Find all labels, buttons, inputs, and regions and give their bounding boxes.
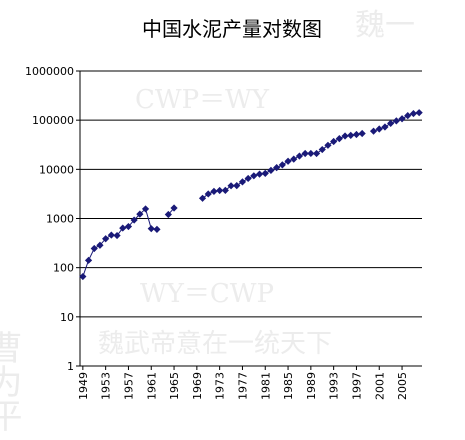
series-line — [82, 112, 420, 277]
data-point — [381, 123, 389, 131]
x-tick-label: 1965 — [168, 372, 181, 400]
y-tick-label: 10 — [60, 311, 74, 324]
x-tick-label: 1989 — [305, 372, 318, 400]
data-point — [330, 137, 338, 146]
x-tick-label: 1949 — [77, 372, 90, 400]
x-tick-label: 1957 — [122, 372, 135, 400]
data-point — [102, 235, 110, 243]
data-point — [273, 164, 281, 172]
y-tick-label: 1 — [67, 360, 74, 373]
data-point — [119, 224, 127, 232]
data-point — [79, 272, 87, 281]
x-tick-label: 2001 — [373, 372, 386, 400]
y-tick-label: 100000 — [32, 114, 74, 127]
watermark: 曹为平 — [0, 330, 22, 432]
data-point — [204, 190, 212, 198]
data-point — [141, 205, 150, 213]
x-tick-label: 1985 — [282, 372, 295, 400]
chart-title: 中国水泥产量对数图 — [142, 17, 322, 41]
data-point — [227, 182, 235, 190]
x-tick-label: 1981 — [259, 372, 272, 400]
data-point — [415, 109, 423, 117]
data-point — [404, 112, 412, 120]
data-point — [409, 109, 418, 118]
data-point — [216, 186, 224, 195]
data-point — [278, 161, 286, 169]
data-point — [130, 216, 138, 224]
x-tick-label: 1977 — [236, 372, 249, 400]
data-point — [233, 181, 241, 190]
data-point — [255, 170, 264, 178]
data-point — [221, 186, 229, 194]
data-point — [375, 125, 383, 133]
y-tick-label: 10000 — [39, 163, 74, 176]
data-point — [84, 256, 93, 264]
x-tick-label: 1961 — [145, 372, 158, 400]
data-point — [136, 210, 144, 218]
data-point — [113, 231, 121, 240]
y-tick-label: 1000 — [46, 213, 74, 226]
data-point — [347, 131, 355, 139]
y-tick-label: 1000000 — [25, 65, 74, 78]
data-point — [392, 117, 400, 125]
data-point — [290, 155, 298, 163]
data-point — [238, 178, 247, 186]
data-point — [398, 115, 406, 123]
watermark: WY＝CWP — [140, 279, 274, 309]
x-tick-label: 1969 — [191, 372, 204, 400]
data-point — [244, 174, 252, 183]
data-point — [369, 127, 378, 135]
data-point — [335, 135, 343, 143]
x-tick-label: 1973 — [214, 372, 227, 400]
data-point — [153, 225, 161, 234]
data-point — [341, 132, 349, 140]
data-point — [124, 222, 133, 231]
x-tick-label: 1953 — [100, 372, 113, 400]
x-tick-label: 1993 — [328, 372, 341, 400]
data-point — [261, 169, 269, 177]
data-point — [267, 166, 275, 174]
data-point — [307, 149, 315, 158]
watermark: 魏一 — [355, 8, 415, 43]
data-point — [318, 145, 326, 154]
data-point — [250, 172, 258, 180]
data-point — [147, 225, 155, 233]
y-tick-label: 100 — [53, 262, 74, 275]
data-point — [295, 152, 304, 160]
watermark: CWP＝WY — [135, 85, 270, 115]
data-point — [358, 129, 366, 138]
data-point — [107, 231, 115, 239]
x-tick-label: 1997 — [350, 372, 363, 400]
data-point — [210, 187, 218, 195]
data-point — [170, 204, 178, 212]
data-point — [164, 210, 172, 219]
data-point — [352, 130, 361, 139]
data-point — [96, 241, 104, 249]
x-tick-label: 2005 — [396, 372, 409, 400]
data-point — [324, 141, 332, 149]
data-point — [387, 119, 395, 127]
data-point — [301, 149, 309, 158]
data-point — [198, 194, 207, 202]
data-point — [284, 157, 292, 165]
data-point — [312, 149, 321, 158]
watermark: 魏武帝意在一统天下 — [98, 329, 332, 359]
data-point — [90, 244, 98, 253]
